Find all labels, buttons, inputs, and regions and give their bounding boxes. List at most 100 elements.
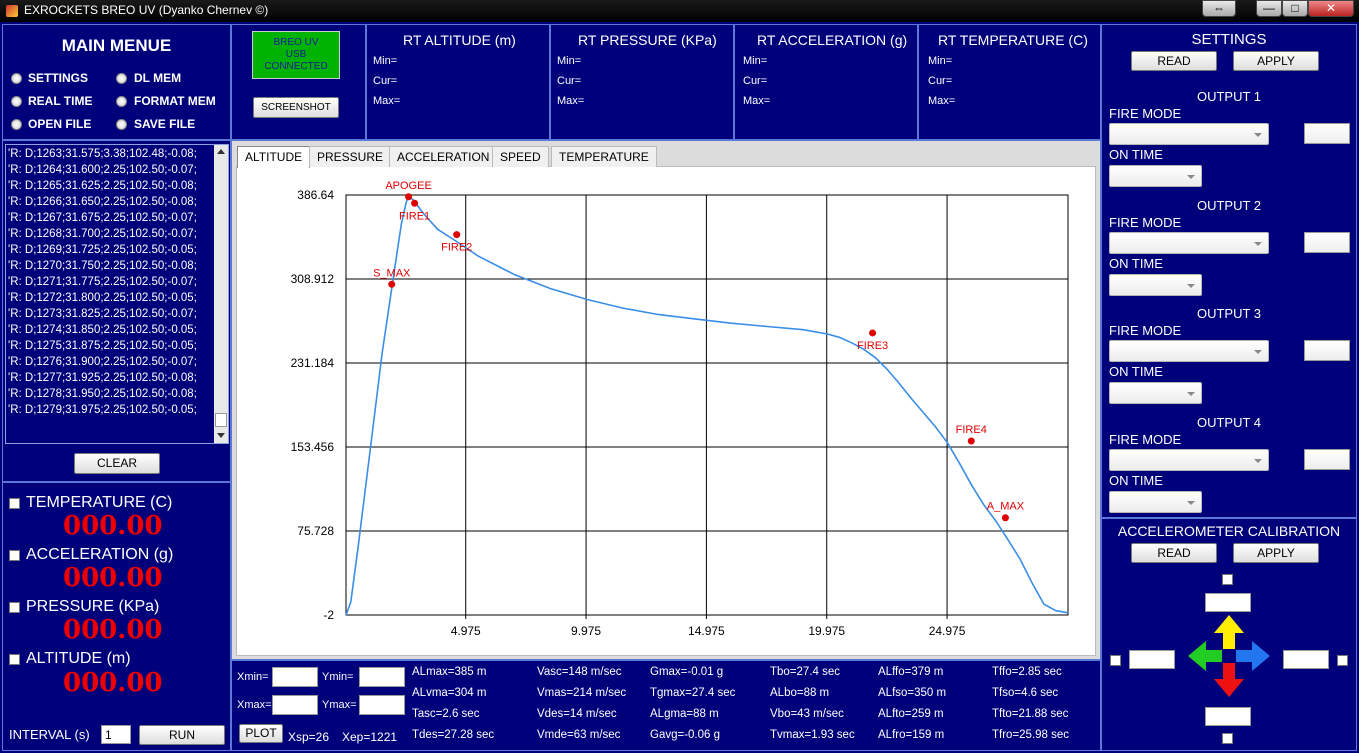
y-tick-label: -2 — [323, 608, 334, 622]
rt-pressure-min: Min= — [557, 55, 582, 67]
fire-mode-value-input[interactable] — [1304, 123, 1350, 144]
radio-dl-mem[interactable] — [116, 73, 127, 84]
radio-open-file[interactable] — [11, 119, 22, 130]
log-textbox[interactable]: 'R: D;1263;31.575;3.38;102.48;-0.08; 'R: … — [5, 144, 229, 444]
ymin-input[interactable] — [359, 667, 405, 687]
rt-pressure-max: Max= — [557, 95, 585, 107]
on-time-select[interactable] — [1109, 490, 1202, 513]
radio-settings[interactable] — [11, 73, 22, 84]
stat-value: ALgma=88 m — [650, 708, 719, 720]
direction-arrows-icon — [1188, 615, 1270, 697]
scroll-down-icon[interactable] — [217, 433, 225, 438]
fire-mode-select[interactable] — [1109, 123, 1269, 145]
ymin-label: Ymin= — [322, 671, 354, 683]
chart-canvas — [236, 166, 1096, 656]
altitude-checkbox[interactable] — [9, 654, 20, 665]
cal-right-input[interactable] — [1283, 650, 1329, 669]
cal-right-checkbox[interactable] — [1337, 655, 1348, 666]
y-tick-label: 308.912 — [291, 272, 335, 286]
rt-pressure-title: RT PRESSURE (KPa) — [578, 32, 717, 48]
on-time-select[interactable] — [1109, 165, 1202, 187]
interval-input[interactable]: 1 — [101, 725, 131, 744]
cal-up-checkbox[interactable] — [1222, 574, 1233, 585]
rt-acceleration-panel: RT ACCELERATION (g) Min= Cur= Max= — [734, 24, 918, 140]
close-button[interactable]: ✕ — [1308, 0, 1354, 17]
fire-mode-select[interactable] — [1109, 231, 1269, 254]
tab-speed[interactable]: SPEED — [492, 146, 549, 167]
tab-acceleration[interactable]: ACCELERATION — [389, 146, 498, 167]
xsp-value: Xsp=26 — [288, 730, 330, 744]
tab-temperature[interactable]: TEMPERATURE — [551, 146, 657, 167]
radio-dl-mem-label: DL MEM — [134, 71, 182, 85]
ymax-input[interactable] — [359, 695, 405, 715]
rt-pressure-panel: RT PRESSURE (KPa) Min= Cur= Max= — [550, 24, 734, 140]
temperature-checkbox[interactable] — [9, 498, 20, 509]
stat-value: ALffo=379 m — [878, 666, 944, 678]
resize-button[interactable]: ⇔ — [1202, 0, 1236, 17]
pressure-checkbox[interactable] — [9, 602, 20, 613]
radio-real-time[interactable] — [11, 96, 22, 107]
acceleration-checkbox[interactable] — [9, 550, 20, 561]
screenshot-button[interactable]: SCREENSHOT — [253, 97, 339, 118]
marker-label: S_MAX — [373, 267, 411, 279]
output-title: OUTPUT 2 — [1196, 197, 1262, 213]
clear-button[interactable]: CLEAR — [74, 453, 160, 474]
on-time-label: ON TIME — [1109, 364, 1163, 379]
plot-button[interactable]: PLOT — [239, 724, 283, 743]
arrow-left-icon — [1188, 641, 1222, 671]
log-line: 'R: D;1277;31.925;2.25;102.50;-0.08; — [8, 372, 197, 384]
radio-format-mem[interactable] — [116, 96, 127, 107]
fire-mode-select[interactable] — [1109, 340, 1269, 362]
run-button[interactable]: RUN — [139, 725, 225, 745]
tab-pressure[interactable]: PRESSURE — [309, 146, 392, 167]
rt-acceleration-max: Max= — [743, 95, 771, 107]
calibration-apply-button[interactable]: APPLY — [1233, 543, 1319, 563]
cal-down-checkbox[interactable] — [1222, 733, 1233, 744]
log-line: 'R: D;1273;31.825;2.25;102.50;-0.07; — [8, 308, 197, 320]
settings-apply-button[interactable]: APPLY — [1233, 51, 1319, 71]
stat-value: ALbo=88 m — [770, 687, 830, 699]
radio-save-file[interactable] — [116, 119, 127, 130]
rt-altitude-title: RT ALTITUDE (m) — [403, 32, 516, 48]
on-time-label: ON TIME — [1109, 255, 1163, 271]
on-time-select[interactable] — [1109, 382, 1202, 404]
fire-mode-label: FIRE MODE — [1109, 323, 1182, 338]
cal-down-input[interactable] — [1205, 707, 1251, 726]
cal-left-checkbox[interactable] — [1110, 655, 1121, 666]
log-scrollbar[interactable] — [214, 145, 228, 443]
fire-mode-value-input[interactable] — [1304, 448, 1350, 470]
fire-mode-value-input[interactable] — [1304, 231, 1350, 253]
fire-mode-value-input[interactable] — [1304, 340, 1350, 361]
tab-altitude[interactable]: ALTITUDE — [237, 146, 311, 168]
stat-value: Vmde=63 m/sec — [537, 729, 621, 741]
settings-read-button[interactable]: READ — [1131, 51, 1217, 71]
marker-label: A_MAX — [987, 501, 1025, 513]
stat-value: ALfto=259 m — [878, 708, 944, 720]
minimize-button[interactable]: — — [1256, 0, 1282, 17]
rt-acceleration-min: Min= — [743, 55, 768, 67]
xmin-input[interactable] — [272, 667, 318, 687]
x-tick-labels: 4.975 9.975 14.975 19.975 24.975 — [451, 624, 966, 638]
marker-label: FIRE3 — [857, 340, 888, 352]
xmax-input[interactable] — [272, 695, 318, 715]
log-line: 'R: D;1278;31.950;2.25;102.50;-0.08; — [8, 388, 197, 400]
scroll-up-icon[interactable] — [217, 149, 225, 154]
altitude-value: 000.00 — [63, 668, 163, 698]
marker-dot — [869, 329, 877, 337]
stat-value: Tfro=25.98 sec — [992, 729, 1070, 741]
scroll-thumb[interactable] — [215, 413, 227, 427]
cal-up-input[interactable] — [1205, 593, 1251, 612]
maximize-button[interactable]: □ — [1282, 0, 1308, 17]
on-time-select[interactable] — [1109, 273, 1202, 296]
log-line: 'R: D;1279;31.975;2.25;102.50;-0.05; — [8, 404, 197, 416]
acceleration-value: 000.00 — [63, 563, 163, 593]
temperature-value: 000.00 — [63, 511, 163, 541]
calibration-read-button[interactable]: READ — [1131, 543, 1217, 563]
stat-value: Tasc=2.6 sec — [412, 708, 480, 720]
fire-mode-select[interactable] — [1109, 448, 1269, 471]
cal-left-input[interactable] — [1129, 650, 1175, 669]
arrow-up-icon — [1214, 615, 1244, 649]
stat-value: Gmax=-0.01 g — [650, 666, 724, 678]
plot-frame — [345, 194, 1069, 616]
stat-value: ALfro=159 m — [878, 729, 945, 741]
